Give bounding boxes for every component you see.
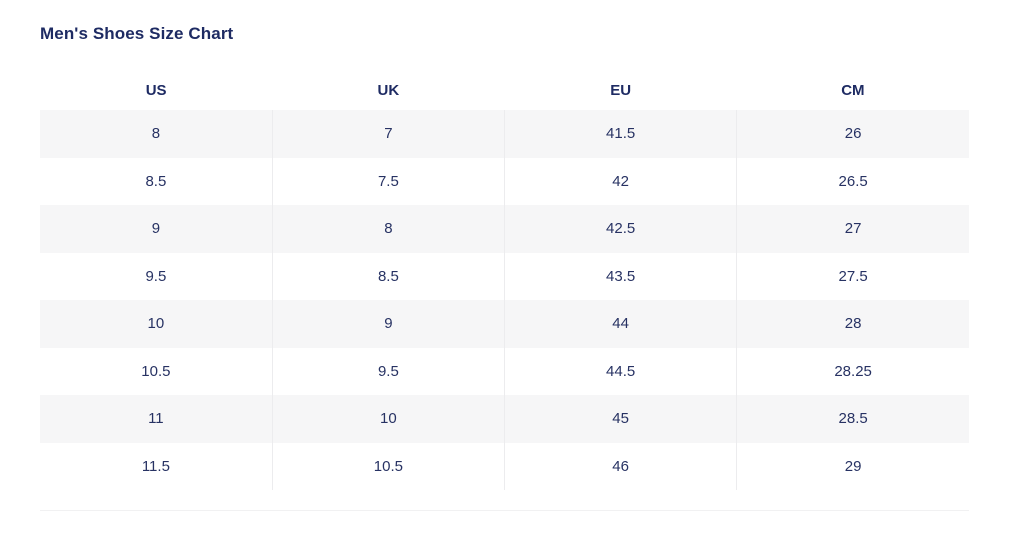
table-cell: 26.5	[736, 157, 969, 205]
table-cell: 9.5	[40, 252, 273, 300]
bottom-divider	[40, 510, 969, 511]
table-cell: 7	[271, 110, 505, 158]
table-row: 11.5 10.5 46 29	[40, 442, 969, 490]
table-cell: 8.5	[271, 252, 505, 300]
table-cell: 29	[736, 442, 969, 490]
table-cell: 41.5	[503, 110, 737, 158]
column-header-us: US	[145, 81, 167, 99]
table-cell: 9	[271, 300, 505, 348]
page-title: Men's Shoes Size Chart	[40, 24, 234, 43]
table-cell: 9	[40, 205, 273, 253]
table-cell: 7.5	[271, 157, 505, 205]
table-cell: 11.5	[40, 442, 273, 490]
table-cell: 8	[40, 110, 273, 158]
table-header: US UK EU CM	[40, 70, 969, 110]
table-cell: 10.5	[40, 347, 273, 395]
table-cell: 10	[40, 300, 273, 348]
table-cell: 10	[271, 395, 505, 443]
table-cell: 44.5	[503, 347, 737, 395]
table-cell: 11	[40, 395, 273, 443]
table-cell: 9.5	[271, 347, 505, 395]
table-row: 8.5 7.5 42 26.5	[40, 157, 969, 205]
table-row: 10 9 44 28	[40, 300, 969, 348]
column-header-cm: CM	[841, 81, 865, 99]
column-header-eu: EU	[610, 81, 632, 99]
table-cell: 8.5	[40, 157, 273, 205]
table-cell: 42	[503, 157, 737, 205]
table-cell: 27.5	[736, 252, 969, 300]
table-row: 9.5 8.5 43.5 27.5	[40, 252, 969, 300]
size-chart-table: US UK EU CM 8 7 41.5 26 8.5 7.5 42 26.5 …	[40, 70, 969, 490]
header-row: US UK EU CM	[40, 70, 969, 110]
table-cell: 10.5	[271, 442, 505, 490]
table-cell: 45	[503, 395, 737, 443]
table-row: 9 8 42.5 27	[40, 205, 969, 253]
table-cell: 44	[503, 300, 737, 348]
table-cell: 28.5	[736, 395, 969, 443]
table-cell: 46	[503, 442, 737, 490]
table-cell: 28	[736, 300, 969, 348]
table-body: 8 7 41.5 26 8.5 7.5 42 26.5 9 8 42.5 27 …	[40, 110, 969, 490]
table-cell: 8	[271, 205, 505, 253]
table-row: 10.5 9.5 44.5 28.25	[40, 347, 969, 395]
table-row: 11 10 45 28.5	[40, 395, 969, 443]
table-cell: 28.25	[736, 347, 969, 395]
table-cell: 43.5	[503, 252, 737, 300]
table-cell: 27	[736, 205, 969, 253]
table-row: 8 7 41.5 26	[40, 110, 969, 158]
table-cell: 26	[736, 110, 969, 158]
column-header-uk: UK	[377, 81, 400, 99]
table-cell: 42.5	[503, 205, 737, 253]
